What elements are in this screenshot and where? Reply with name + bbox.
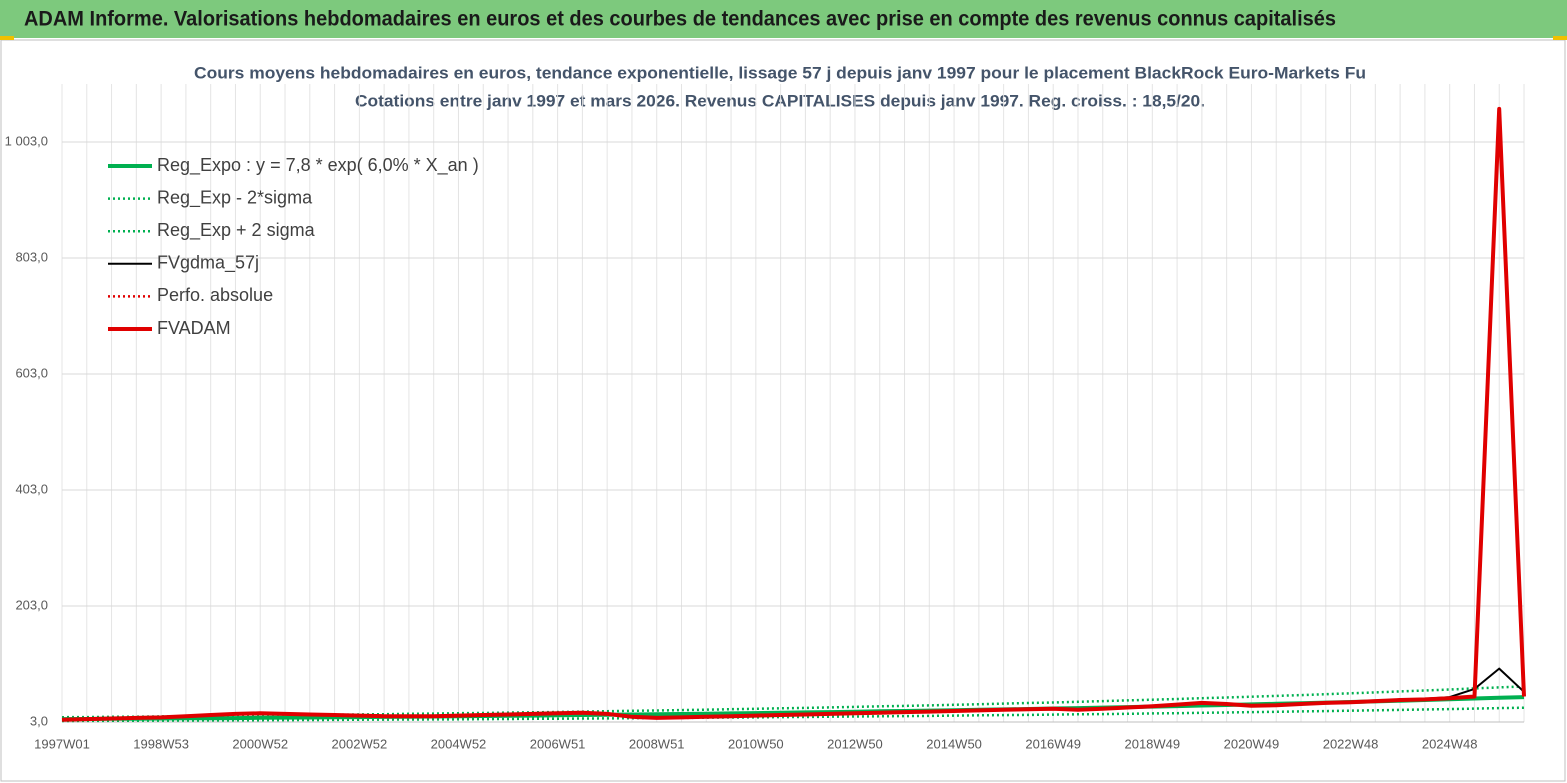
x-tick-label: 2024W48 [1422,736,1478,751]
legend-label: Perfo. absolue [157,285,273,305]
series-line [61,706,1525,723]
chart-border [0,39,1566,782]
x-tick-label: 2018W49 [1124,736,1180,751]
chart-title: Cours moyens hebdomadaires en euros, ten… [194,63,1366,82]
header-bar [0,0,1567,38]
header-title: ADAM Informe. Valorisations hebdomadaire… [24,8,1336,31]
plot [61,106,1526,723]
x-tick-label: 2016W49 [1025,736,1081,751]
x-tick-label: 2022W48 [1323,736,1379,751]
x-tick-label: 2000W52 [232,736,288,751]
x-tick-label: 2008W51 [629,736,685,751]
x-tick-label: 2002W52 [332,736,388,751]
legend-label: FVADAM [157,318,231,338]
x-tick-label: 2010W50 [728,736,784,751]
y-tick-label: 403,0 [15,481,48,496]
header-accent [1553,36,1567,40]
y-tick-label: 3,0 [30,713,48,728]
x-tick-label: 2012W50 [827,736,883,751]
x-tick-label: 1998W53 [133,736,189,751]
legend-label: FVgdma_57j [157,253,259,274]
grid: 3,0 203,0 403,0 603,0 803,0 1 003,0 1997W01 199… [5,84,1525,751]
legend: Reg_Expo : y = 7,8 * exp( 6,0% * X_an ) R… [108,155,479,338]
series-line [61,685,1525,719]
y-tick-label: 1 003,0 [5,133,48,148]
series-line [61,106,1526,722]
x-tick-label: 2006W51 [530,736,586,751]
x-tick-label: 2014W50 [926,736,982,751]
y-tick-label: 603,0 [15,365,48,380]
x-tick-label: 1997W01 [34,736,90,751]
y-tick-label: 803,0 [15,249,48,264]
x-tick-label: 2020W49 [1224,736,1280,751]
legend-label: Reg_Expo : y = 7,8 * exp( 6,0% * X_an ) [157,155,479,176]
header-accent [0,36,14,40]
legend-label: Reg_Exp - 2*sigma [157,187,313,208]
y-tick-label: 203,0 [15,597,48,612]
legend-label: Reg_Exp + 2 sigma [157,220,316,241]
chart-subtitle: Cotations entre janv 1997 et mars 2026. … [355,91,1205,110]
x-tick-label: 2004W52 [431,736,487,751]
